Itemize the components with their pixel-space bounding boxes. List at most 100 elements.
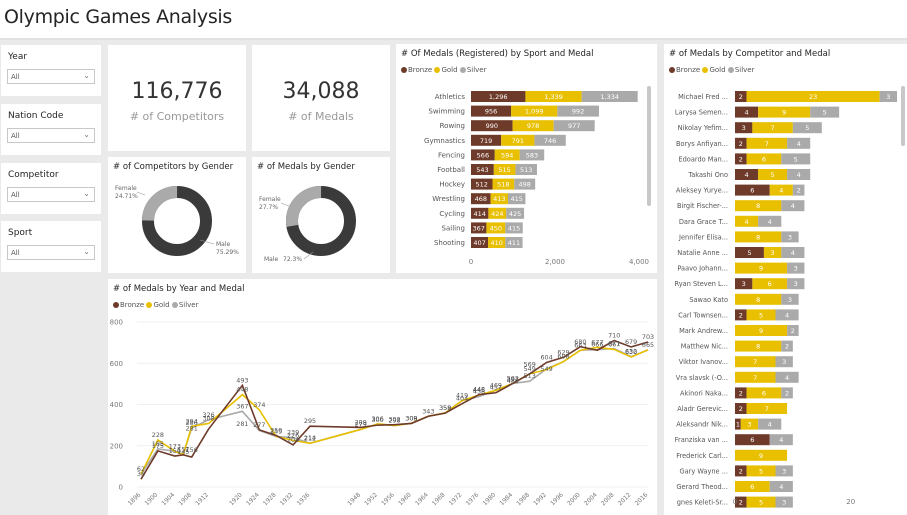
competitor-bar-bronze [735,106,759,118]
legend-gold-dot [702,67,709,73]
competitor-bar-label: 3 [788,296,792,304]
competitors-gender-female-value: 24.71% [115,193,138,200]
sport-bar-label: 1,339 [544,93,563,101]
sport-bar-silver [505,222,523,234]
year-data-label: 359 [439,404,451,412]
competitor-bar-label: 5 [747,249,751,257]
slicer-year: Year All ⌄ [1,45,101,96]
year-x-tick: 1996 [549,491,565,507]
year-x-tick: 1920 [228,491,244,507]
competitor-bar-label: 2 [739,499,743,507]
competitor-bar-label: 2 [791,327,795,335]
sport-bar-label: 515 [498,166,510,174]
competitor-bar-gold [763,247,782,258]
competitor-bar-label: 4 [768,218,772,226]
competitor-bar-silver [775,371,799,383]
sport-category-label: Rowing [440,122,465,130]
sport-bar-label: 410 [490,239,502,247]
sport-bar-gold [492,178,515,190]
sport-category-label: Athletics [435,93,466,101]
year-data-label: 604 [540,353,552,361]
legend-silver-label: Silver [466,66,487,74]
competitor-bar-silver [775,465,793,477]
medals-by-competitor-legend: Bronze Gold Silver [669,66,754,74]
chevron-down-icon: ⌄ [83,189,90,198]
header-bar: Olympic Games Analysis [0,0,907,38]
year-data-label: 326 [202,411,214,419]
competitor-bar-label: 4 [779,436,783,444]
sport-bar-label: 414 [473,210,485,218]
competitors-gender-male-name: Male [216,241,231,248]
competitor-bar-label: 7 [753,358,757,366]
year-data-label: 666 [591,341,603,349]
competitors-gender-female-leader [136,191,146,196]
year-x-tick: 2016 [634,491,650,507]
sport-x-tick: 0 [469,258,473,266]
competitor-bar-label: 7 [765,405,769,413]
competitor-bar-silver [781,200,805,212]
competitors-gender-female-name: Female [115,185,137,192]
competitor-bar-bronze [735,184,770,196]
year-data-label: 677 [591,338,603,346]
competitor-category-label: Larysa Semen... [675,109,728,117]
competitor-bar-gold [735,325,788,336]
chevron-down-icon: ⌄ [83,130,90,139]
legend-gold-label: Gold [441,66,458,74]
competitor-bar-label: 4 [745,218,749,226]
year-data-label: 608 [557,353,569,361]
competitor-category-label: Aleksey Yurye... [676,187,728,195]
sport-bar-label: 450 [490,224,502,232]
slicer-competitor-dropdown[interactable]: All ⌄ [7,187,95,202]
medals-gender-slice-female [286,186,356,256]
year-x-tick: 1908 [177,491,193,507]
competitor-bar-label: 6 [762,155,766,163]
competitor-bar-label: 4 [785,311,789,319]
kpi-medals-value: 34,088 [282,79,360,104]
sport-category-label: Swimming [428,108,465,116]
slicer-sport-dropdown[interactable]: All ⌄ [7,245,95,260]
competitor-bar-gold [758,169,788,180]
legend-bronze-dot [669,67,675,73]
sport-bar-bronze [471,105,512,117]
year-data-label: 38 [137,470,145,478]
competitor-bar-label: 3 [794,280,798,288]
competitor-bar-gold [740,418,759,430]
slicer-year-dropdown[interactable]: All ⌄ [7,69,95,84]
sport-category-label: Football [437,166,465,174]
slicer-sport-value: All [11,249,20,257]
competitor-bar-label: 4 [797,171,801,179]
sport-category-label: Cycling [439,210,465,218]
year-x-tick: 2000 [566,491,582,507]
year-data-label: 300 [371,416,383,424]
competitor-bar-label: 23 [809,93,817,101]
sport-bar-bronze [471,134,502,146]
slicer-sport: Sport All ⌄ [1,221,101,272]
competitor-bar-silver [787,137,811,149]
competitor-bar-silver [787,262,805,274]
competitor-bar-silver [769,481,793,492]
year-data-label: 289 [355,418,367,426]
competitor-bar-label: 4 [745,171,749,179]
sport-bar-gold [494,149,520,161]
year-y-tick: 400 [110,401,123,409]
year-data-label: 281 [236,420,248,428]
year-data-label: 185 [152,440,164,448]
year-x-tick: 1952 [363,491,379,507]
kpi-competitors-card: 116,776 # of Competitors [108,45,246,151]
sport-bar-label: 498 [519,181,531,189]
legend-bronze-label: Bronze [408,66,433,74]
sport-bar-silver [553,120,595,132]
competitor-bar-label: 3 [782,467,786,475]
competitor-bar-bronze [735,278,753,290]
competitor-bar-silver [792,122,822,134]
competitor-bar-silver [792,184,805,196]
year-data-label: 438 [473,388,485,396]
competitor-bar-label: 7 [765,140,769,148]
medals-by-year-legend: Bronze Gold Silver [113,301,198,309]
competitor-bar-gold [735,231,782,243]
slicer-nation-code: Nation Code All ⌄ [1,104,101,155]
competitor-bar-gold [746,387,782,399]
slicer-nation-code-dropdown[interactable]: All ⌄ [7,128,95,143]
slicer-year-value: All [11,73,20,81]
